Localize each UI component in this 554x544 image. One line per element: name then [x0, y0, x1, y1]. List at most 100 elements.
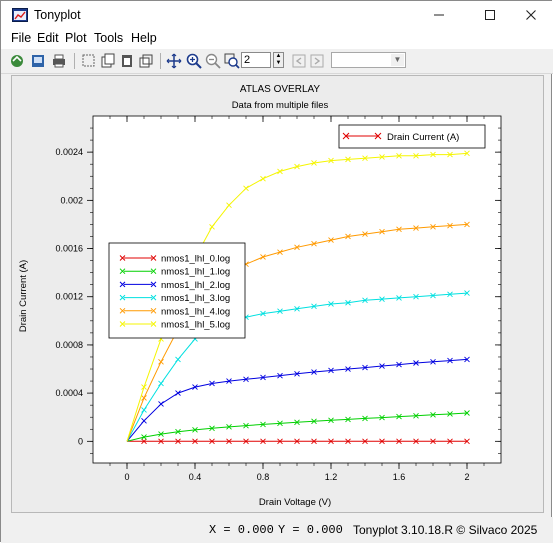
load-structure-icon[interactable]	[8, 52, 26, 70]
menu-file[interactable]: File	[11, 31, 32, 45]
atlas-overlay-chart[interactable]: ATLAS OVERLAY Data from multiple files D…	[12, 76, 543, 512]
data-point-marker	[277, 420, 283, 427]
data-point-marker	[294, 419, 300, 426]
menu-plot[interactable]: Plot	[65, 31, 87, 45]
x-tick-label: 1.2	[325, 472, 338, 482]
top-legend-label: Drain Current (A)	[387, 132, 459, 143]
menu-help[interactable]: Help	[131, 31, 157, 45]
top-legend: Drain Current (A)	[338, 124, 486, 149]
next-zoom-icon[interactable]	[308, 52, 326, 70]
zoom-in-icon[interactable]	[185, 52, 203, 70]
data-point-marker	[379, 363, 385, 369]
legend-swatch-marker	[119, 281, 157, 288]
data-point-marker	[175, 390, 181, 396]
data-point-marker	[294, 244, 300, 251]
data-point-marker	[141, 418, 147, 424]
data-point-marker	[447, 357, 453, 364]
data-point-marker	[141, 395, 147, 401]
y-tick-label: 0.0012	[55, 292, 83, 302]
data-point-marker	[413, 293, 419, 300]
data-point-marker	[464, 438, 470, 445]
data-point-marker	[260, 175, 266, 182]
data-point-marker	[311, 369, 317, 375]
data-point-marker	[345, 416, 351, 423]
legend-swatch-marker	[119, 321, 157, 327]
legend-label: nmos1_lhl_1.log	[161, 267, 230, 278]
data-point-marker	[447, 411, 453, 417]
data-point-marker	[464, 356, 470, 363]
data-point-marker	[158, 431, 164, 437]
x-coordinate-readout: X = 0.000	[209, 523, 274, 537]
data-point-marker	[141, 434, 147, 440]
select-region-icon[interactable]	[80, 52, 98, 70]
close-button[interactable]	[509, 1, 553, 29]
data-point-marker	[430, 151, 436, 158]
data-point-marker	[379, 154, 385, 160]
data-point-marker	[362, 155, 368, 161]
top-legend-box	[338, 124, 486, 149]
data-point-marker	[413, 438, 419, 445]
copy-icon[interactable]	[99, 52, 117, 70]
series-legend: nmos1_lhl_0.log nmos1_lhl_1.log nmos1_lhl_…	[108, 242, 246, 339]
data-point-marker	[328, 157, 334, 164]
open-file-icon[interactable]	[29, 52, 47, 70]
data-point-marker	[413, 360, 419, 366]
toolbar: ▲▼ ▼	[1, 49, 553, 74]
chevron-down-icon: ▼	[391, 54, 404, 66]
data-point-marker	[328, 438, 334, 445]
pan-icon[interactable]	[165, 52, 183, 70]
data-point-marker	[192, 384, 198, 390]
menu-edit[interactable]: Edit	[37, 31, 59, 45]
data-point-marker	[362, 415, 368, 422]
zoom-box-icon[interactable]	[223, 52, 241, 70]
data-point-marker	[260, 374, 266, 381]
data-point-marker	[328, 367, 334, 374]
data-point-marker	[311, 418, 317, 425]
data-point-marker	[430, 438, 436, 445]
toolbar-separator	[160, 53, 161, 69]
data-point-marker	[396, 295, 402, 301]
data-point-marker	[328, 301, 334, 307]
overlay-icon[interactable]	[137, 52, 155, 70]
data-point-marker	[260, 421, 266, 428]
maximize-button[interactable]	[468, 1, 512, 29]
data-point-marker	[379, 296, 385, 302]
data-point-marker	[277, 308, 283, 315]
data-point-marker	[260, 310, 266, 317]
data-point-marker	[294, 163, 300, 170]
zoom-factor-input[interactable]	[241, 52, 271, 68]
print-icon[interactable]	[50, 52, 68, 70]
previous-zoom-icon[interactable]	[290, 52, 308, 70]
data-point-marker	[243, 422, 249, 429]
menu-tools[interactable]: Tools	[94, 31, 124, 45]
data-point-marker	[158, 401, 164, 407]
data-point-marker	[430, 411, 436, 418]
data-point-marker	[294, 305, 300, 312]
x-axis-label: Drain Voltage (V)	[259, 497, 331, 508]
title-bar[interactable]: Tonyplot	[1, 1, 553, 29]
data-point-marker	[277, 438, 283, 445]
paste-icon[interactable]	[118, 52, 136, 70]
data-point-marker	[226, 424, 232, 430]
data-point-marker	[175, 356, 181, 363]
data-point-marker	[447, 222, 453, 229]
data-point-marker	[277, 249, 283, 255]
data-point-marker	[345, 366, 351, 372]
minimize-button[interactable]	[417, 1, 461, 29]
zoom-out-icon[interactable]	[204, 52, 222, 70]
data-point-marker	[243, 185, 249, 192]
data-point-marker	[396, 438, 402, 445]
menu-bar: File Edit Plot Tools Help	[1, 29, 553, 49]
y-tick-label: 0.0008	[55, 340, 83, 350]
axes: 0 0.4 0.8 1.2 1.6 2 0 0.0004 0.0008 0.0012 0.0016 0…	[55, 116, 501, 482]
chart-title: ATLAS OVERLAY	[240, 84, 321, 95]
zoom-factor-spinner[interactable]: ▲ ▼	[273, 52, 284, 68]
plot-area[interactable]: ATLAS OVERLAY Data from multiple files D…	[11, 75, 544, 513]
data-point-marker	[141, 407, 147, 413]
legend-label: nmos1_lhl_0.log	[161, 254, 230, 265]
toolbar-separator	[74, 53, 75, 69]
plot-select-dropdown[interactable]: ▼	[331, 52, 406, 68]
maximize-icon	[485, 10, 495, 20]
window-title: Tonyplot	[34, 8, 81, 22]
